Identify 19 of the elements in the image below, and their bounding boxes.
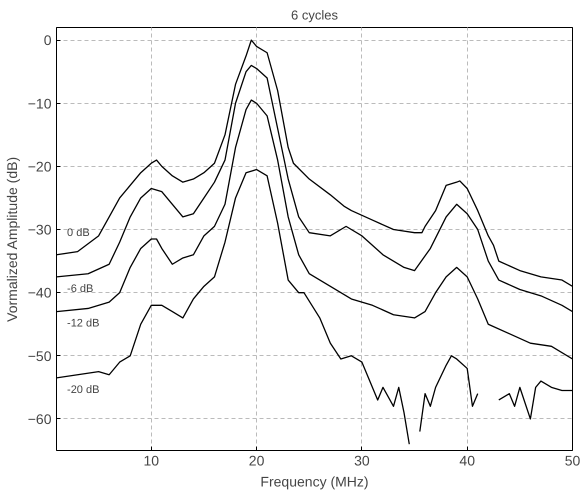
series-label: -20 dB [67, 384, 100, 396]
y-tick-label: −20 [28, 158, 52, 174]
y-tick-label: 0 [44, 32, 52, 48]
y-tick-label: −60 [28, 410, 52, 427]
y-tick-label: −40 [28, 284, 52, 301]
x-tick-label: 30 [354, 452, 370, 468]
x-tick-label: 40 [459, 452, 476, 468]
x-tick-label: 50 [564, 452, 580, 468]
legend-label: -6 dB [67, 282, 94, 295]
chart-title: 6 cycles [291, 8, 338, 22]
y-axis-title: Vormalized Amplitude (dB) [4, 156, 20, 322]
y-tick-label: −50 [28, 348, 52, 364]
y-tick-label: −10 [28, 95, 52, 112]
x-axis-title: Frequency (MHz) [260, 474, 369, 490]
x-tick-label: 20 [248, 452, 265, 468]
series-label: -12 dB [67, 318, 100, 330]
x-tick-label: 10 [143, 452, 160, 468]
legend-label: 0 dB [67, 226, 90, 239]
y-tick-label: −30 [28, 222, 52, 238]
